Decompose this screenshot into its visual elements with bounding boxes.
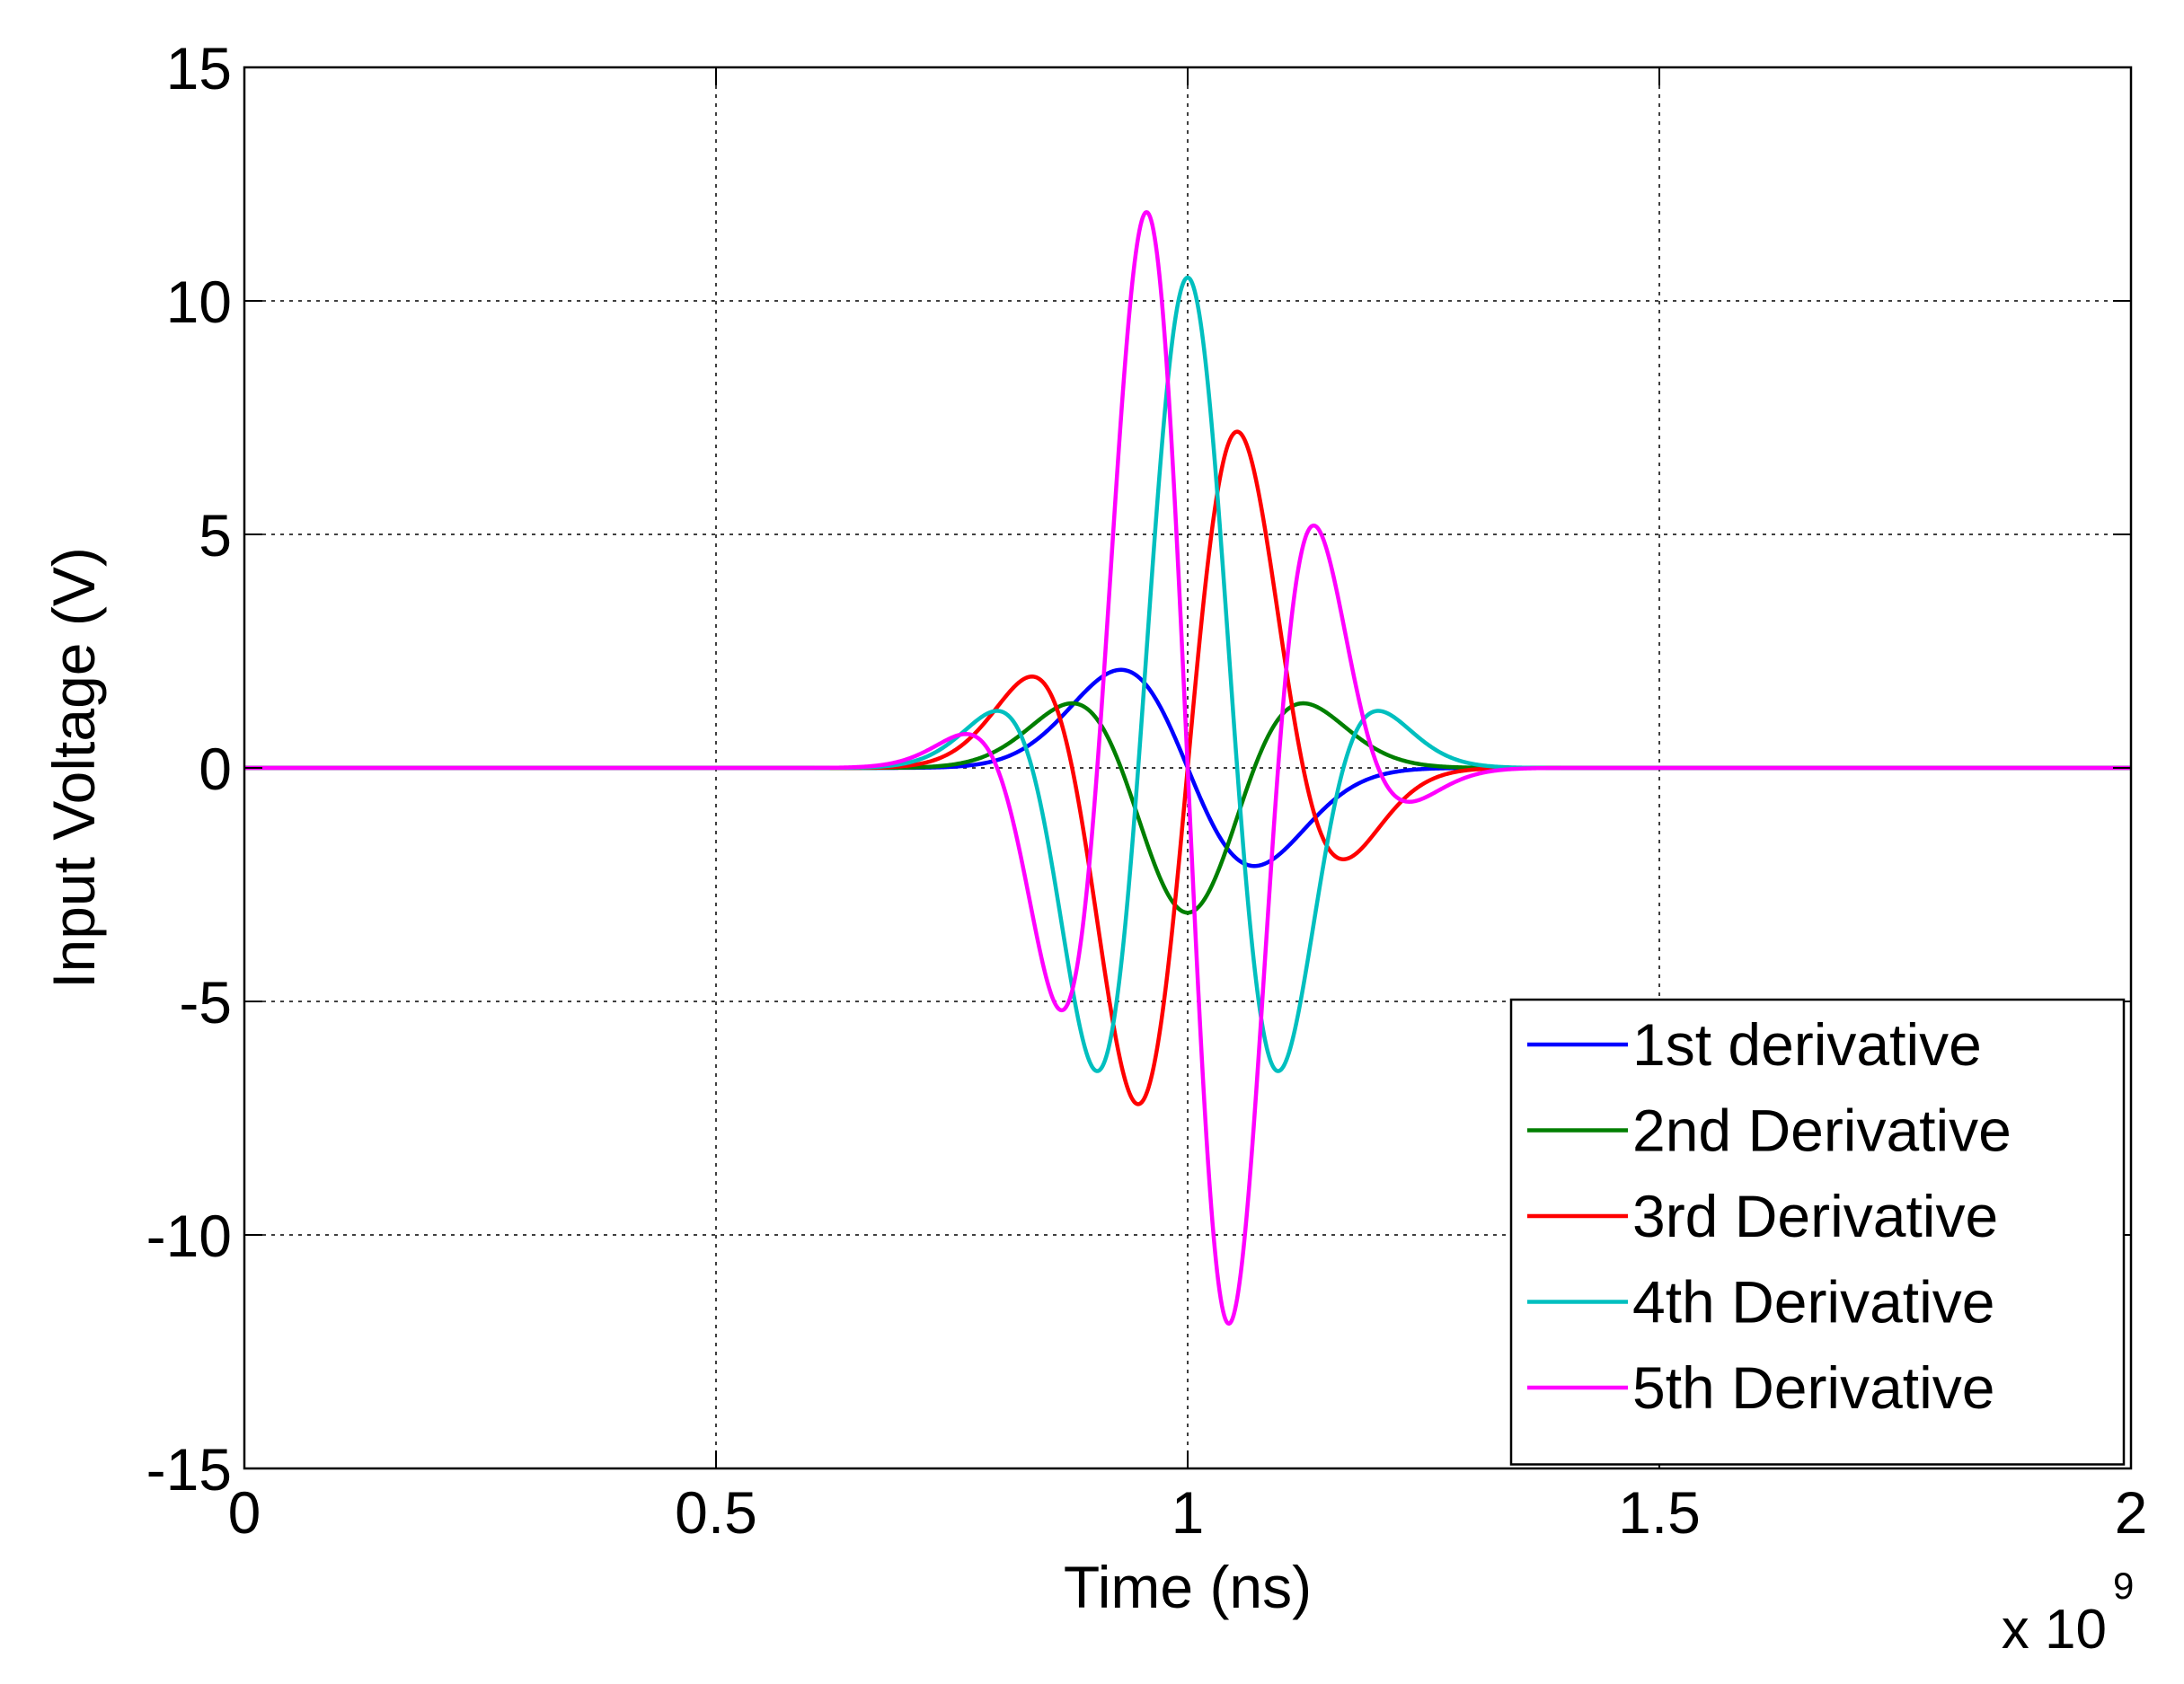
legend: 1st derivative 2nd Derivative 3rd Derivati… [1509,998,2126,1466]
x-tick-label: 0 [228,1479,261,1546]
x-multiplier-label: x 10 [2002,1599,2107,1661]
y-tick-label: -10 [146,1203,232,1269]
series-layer [243,209,2132,1327]
x-multiplier-exponent: 9 [2113,1565,2134,1607]
legend-label: 2nd Derivative [1632,1098,2012,1164]
ticks: 0 0.5 1 1.5 2 -15 -10 -5 0 5 10 15 [146,35,2148,1546]
x-multiplier-base: x 10 [2002,1599,2107,1661]
x-tick-label: 0.5 [675,1479,757,1546]
y-tick-label: -5 [179,969,232,1036]
legend-label: 1st derivative [1632,1011,1982,1078]
x-tick-label: 1.5 [1618,1479,1701,1546]
x-tick-label: 2 [2115,1479,2148,1546]
y-tick-label: 15 [166,35,232,101]
x-tick-label: 1 [1172,1479,1205,1546]
legend-label: 5th Derivative [1632,1354,1995,1421]
legend-label: 3rd Derivative [1632,1183,1998,1249]
y-tick-label: -15 [146,1436,232,1503]
y-tick-label: 10 [166,269,232,335]
y-tick-label: 5 [199,502,232,569]
y-tick-label: 0 [199,736,232,802]
legend-label: 4th Derivative [1632,1269,1995,1336]
x-axis-label: Time (ns) [1064,1554,1312,1620]
y-axis-label: Input Voltage (V) [40,547,107,989]
series-line-5 [243,209,2132,1327]
